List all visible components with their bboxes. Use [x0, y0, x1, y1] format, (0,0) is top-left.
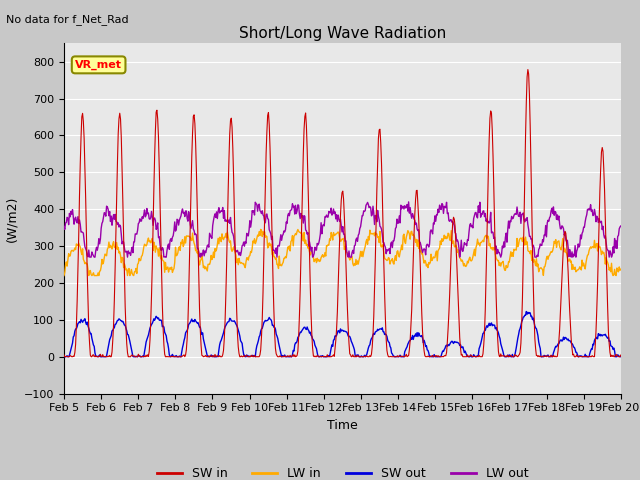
SW in — [61, 354, 68, 360]
SW out — [70, 333, 78, 339]
SW out — [522, 309, 530, 314]
SW in — [617, 352, 625, 358]
SW in — [185, 292, 193, 298]
LW out — [128, 244, 136, 250]
SW in — [128, 352, 136, 358]
SW out — [617, 354, 625, 360]
SW in — [60, 352, 68, 358]
Text: VR_met: VR_met — [75, 60, 122, 70]
LW in — [70, 247, 78, 253]
LW in — [411, 235, 419, 241]
SW out — [214, 354, 221, 360]
LW in — [60, 273, 68, 278]
LW out — [86, 254, 94, 260]
Line: LW out: LW out — [64, 202, 621, 257]
SW out — [410, 333, 418, 339]
Legend: SW in, LW in, SW out, LW out: SW in, LW in, SW out, LW out — [152, 462, 533, 480]
SW in — [411, 211, 419, 217]
SW in — [214, 354, 222, 360]
Text: No data for f_Net_Rad: No data for f_Net_Rad — [6, 14, 129, 25]
LW in — [127, 266, 135, 272]
Title: Short/Long Wave Radiation: Short/Long Wave Radiation — [239, 25, 446, 41]
LW in — [184, 234, 192, 240]
SW out — [127, 347, 135, 352]
SW out — [184, 325, 192, 331]
X-axis label: Time: Time — [327, 419, 358, 432]
Line: SW out: SW out — [64, 312, 621, 357]
SW out — [426, 353, 434, 359]
LW out — [428, 229, 436, 235]
LW in — [214, 242, 221, 248]
LW out — [214, 208, 222, 214]
Y-axis label: (W/m2): (W/m2) — [5, 195, 19, 241]
LW out — [70, 221, 78, 227]
SW out — [60, 354, 68, 360]
SW in — [71, 350, 79, 356]
LW in — [257, 227, 264, 232]
LW out — [60, 224, 68, 229]
Line: SW in: SW in — [64, 70, 621, 357]
SW in — [524, 67, 532, 72]
LW out — [185, 209, 193, 215]
LW out — [617, 223, 625, 229]
LW out — [412, 222, 419, 228]
Line: LW in: LW in — [64, 229, 621, 276]
LW out — [404, 199, 412, 205]
SW in — [428, 354, 435, 360]
LW in — [617, 266, 625, 272]
LW in — [428, 252, 435, 257]
